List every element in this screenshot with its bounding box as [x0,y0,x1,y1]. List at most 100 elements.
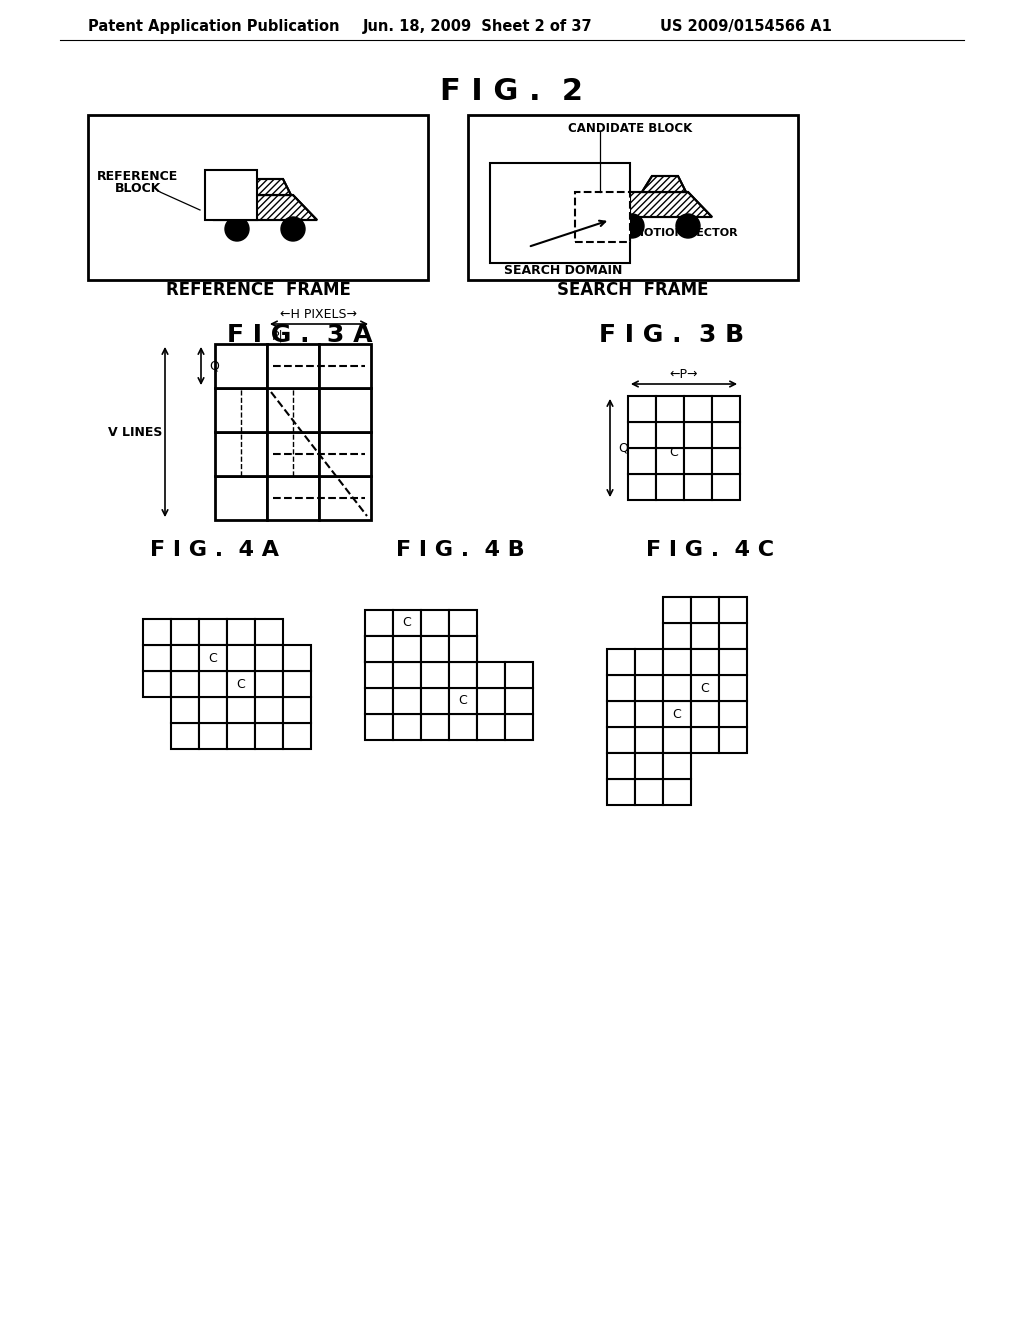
Bar [255,671,283,697]
Bar [421,714,449,741]
Bar [691,727,719,752]
Bar [719,727,746,752]
Bar [449,688,477,714]
Bar [421,636,449,663]
Polygon shape [213,195,317,220]
Bar [607,675,635,701]
Bar [712,422,740,447]
Bar [227,645,255,671]
Bar [227,671,255,697]
Bar [227,697,255,723]
Text: F I G .  4 C: F I G . 4 C [646,540,774,560]
Bar [607,701,635,727]
Text: F I G .  4 A: F I G . 4 A [151,540,280,560]
Bar [227,671,255,697]
Bar [656,396,684,422]
Bar [205,170,257,220]
Bar [635,701,663,727]
Bar [283,723,311,748]
Bar [393,663,421,688]
Bar [490,162,630,263]
Bar [691,649,719,675]
Bar [283,645,311,671]
Text: REFERENCE: REFERENCE [97,170,178,183]
Bar [199,671,227,697]
Bar [663,701,691,727]
Bar [607,727,635,752]
Bar [663,779,691,805]
Circle shape [676,214,700,238]
Bar [719,701,746,727]
Bar [199,645,227,671]
Bar [143,671,171,697]
Bar [421,663,449,688]
Bar [719,649,746,675]
Bar [663,727,691,752]
Bar [449,636,477,663]
Text: MOTION VECTOR: MOTION VECTOR [633,228,737,238]
Text: C: C [700,681,710,694]
Text: REFERENCE  FRAME: REFERENCE FRAME [166,281,350,300]
Text: CANDIDATE BLOCK: CANDIDATE BLOCK [568,121,692,135]
Bar [199,723,227,748]
Text: ←P→: ←P→ [670,367,698,380]
Bar [199,671,227,697]
Text: C: C [209,652,217,664]
Bar [365,688,393,714]
Bar [421,636,449,663]
Bar [719,623,746,649]
Bar [88,115,428,280]
Bar [255,645,283,671]
Bar [171,671,199,697]
Circle shape [281,216,305,242]
Polygon shape [247,180,291,195]
Bar [171,671,199,697]
Bar [171,723,199,748]
Bar [283,697,311,723]
Bar [628,474,656,500]
Text: SEARCH  FRAME: SEARCH FRAME [557,281,709,300]
Text: Q: Q [209,359,219,372]
Bar [449,663,477,688]
Bar [365,714,393,741]
Bar [691,597,719,623]
Bar [393,714,421,741]
Bar [393,610,421,636]
Bar [215,432,267,477]
Bar [719,597,746,623]
Circle shape [620,214,644,238]
Bar [691,675,719,701]
Bar [199,619,227,645]
Bar [171,697,199,723]
Bar [656,422,684,447]
Bar [365,636,393,663]
Bar [199,645,227,671]
Bar [449,610,477,636]
Bar [691,623,719,649]
Text: F I G .  3 B: F I G . 3 B [599,323,744,347]
Text: C: C [459,694,467,708]
Bar [635,779,663,805]
Bar [267,388,319,432]
Polygon shape [608,191,712,216]
Text: Jun. 18, 2009  Sheet 2 of 37: Jun. 18, 2009 Sheet 2 of 37 [362,20,593,34]
Bar [255,619,283,645]
Bar [477,663,505,688]
Text: F I G .  3 A: F I G . 3 A [227,323,373,347]
Bar [712,447,740,474]
Bar [255,671,283,697]
Bar [468,115,798,280]
Text: F I G .  2: F I G . 2 [440,78,584,107]
Text: Patent Application Publication: Patent Application Publication [88,20,340,34]
Bar [575,191,630,242]
Bar [684,474,712,500]
Bar [505,663,534,688]
Bar [319,477,371,520]
Text: V LINES: V LINES [108,425,162,438]
Bar [143,619,171,645]
Bar [663,649,691,675]
Bar [712,396,740,422]
Bar [255,723,283,748]
Bar [215,345,267,388]
Bar [719,675,746,701]
